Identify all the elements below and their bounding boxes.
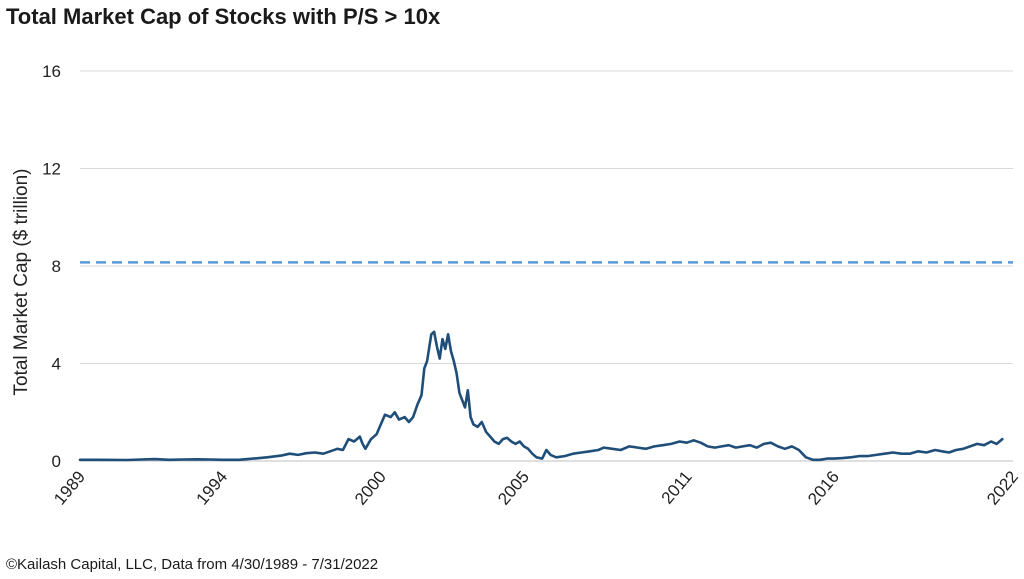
x-tick-label: 1989 — [50, 467, 89, 508]
x-tick-label: 1994 — [192, 467, 231, 508]
x-axis-ticks: 1989 1994 2000 2005 2011 2016 2022 — [50, 467, 1022, 508]
x-tick-label: 2016 — [804, 467, 843, 508]
chart-title: Total Market Cap of Stocks with P/S > 10… — [6, 4, 441, 29]
source-footnote: ©Kailash Capital, LLC, Data from 4/30/19… — [6, 556, 379, 573]
series-line — [78, 330, 1004, 462]
x-tick-label: 2022 — [983, 467, 1022, 508]
y-tick-label: 8 — [52, 257, 61, 276]
y-tick-label: 12 — [42, 160, 61, 179]
x-tick-label: 2005 — [494, 467, 533, 508]
gridlines — [80, 70, 1013, 462]
y-axis-label: Total Market Cap ($ trillion) — [11, 168, 32, 395]
y-tick-label: 0 — [52, 452, 61, 471]
x-tick-label: 2011 — [658, 467, 696, 507]
y-tick-label: 16 — [42, 62, 61, 81]
y-axis-ticks: 0 4 8 12 16 — [42, 62, 61, 471]
x-tick-label: 2000 — [351, 467, 390, 508]
y-tick-label: 4 — [52, 355, 61, 374]
